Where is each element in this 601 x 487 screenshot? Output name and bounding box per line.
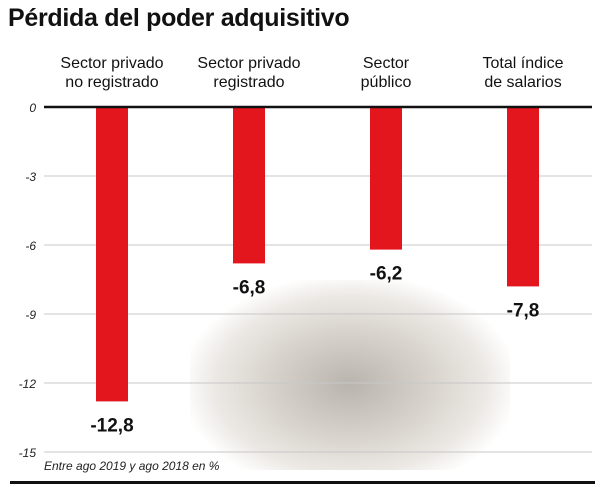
data-label: -7,8 [507, 300, 540, 321]
category-label-line: Sector privado [60, 55, 164, 72]
data-label: -6,8 [233, 277, 266, 298]
bottom-rule [10, 481, 595, 484]
y-tick-label: 0 [29, 101, 36, 115]
y-tick-label: -15 [19, 446, 37, 460]
category-label-line: público [360, 74, 412, 91]
category-label-line: registrado [213, 74, 285, 91]
category-label-line: Sector [362, 55, 410, 72]
category-label-line: de salarios [484, 74, 562, 91]
category-label: Sector público [321, 54, 451, 92]
money-photo [190, 280, 510, 470]
category-label-line: Total índice [482, 55, 564, 72]
bar [96, 107, 128, 402]
chart-title: Pérdida del poder adquisitivo [8, 4, 350, 32]
category-label-line: no registrado [65, 74, 159, 91]
category-label-line: Sector privado [197, 55, 301, 72]
bar [233, 107, 265, 264]
bar [507, 107, 539, 287]
y-tick-label: -9 [25, 308, 36, 322]
bar [370, 107, 402, 250]
chart-note: Entre ago 2019 y ago 2018 en % [44, 459, 220, 473]
y-tick-label: -3 [25, 170, 36, 184]
category-label: Total índice de salarios [458, 54, 588, 92]
data-label: -12,8 [90, 415, 133, 436]
y-tick-label: -6 [25, 239, 36, 253]
category-label: Sector privado registrado [184, 54, 314, 92]
data-label: -6,2 [370, 264, 403, 285]
y-tick-label: -12 [19, 377, 37, 391]
category-label: Sector privado no registrado [47, 54, 177, 92]
